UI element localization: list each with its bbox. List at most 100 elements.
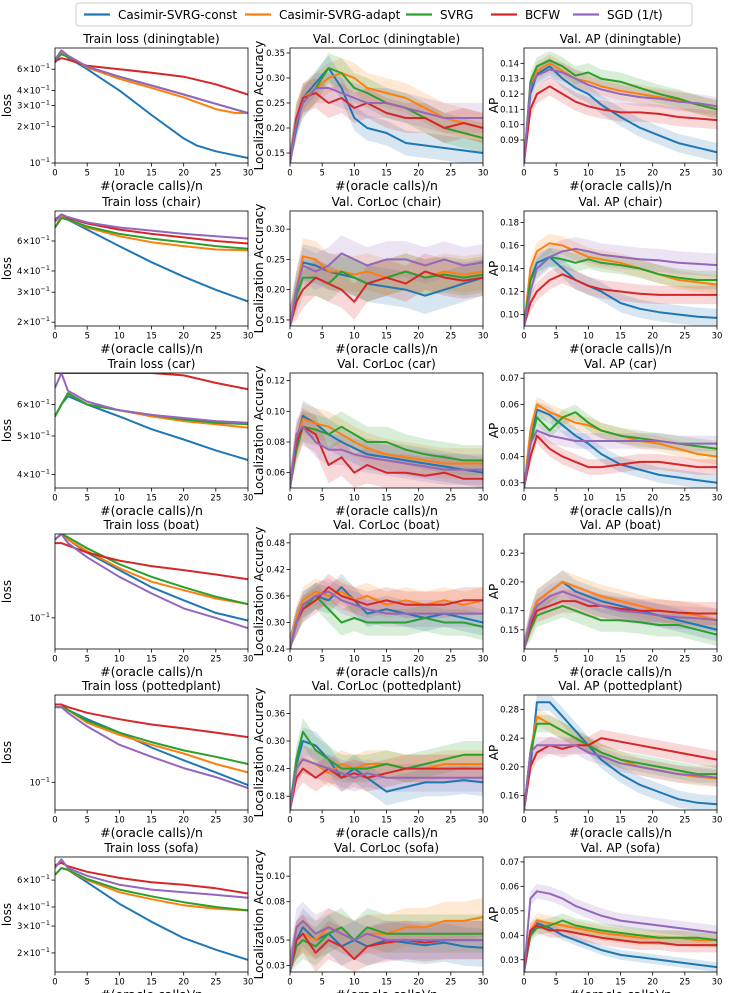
y-tick-label: 0.14 xyxy=(500,59,519,69)
x-tick-label: 5 xyxy=(84,494,89,504)
x-tick-label: 15 xyxy=(146,655,157,665)
series-line xyxy=(524,256,717,326)
x-axis-label: #(oracle calls)/n xyxy=(100,341,203,356)
x-tick-label: 20 xyxy=(647,169,658,179)
chart-title: Val. CorLoc (sofa) xyxy=(334,841,439,855)
x-tick-label: 0 xyxy=(287,494,292,504)
y-tick-label: 0.03 xyxy=(266,962,285,972)
y-tick-label: 0.35 xyxy=(266,49,285,59)
x-tick-label: 30 xyxy=(478,655,489,665)
y-tick-label: 0.10 xyxy=(500,121,519,131)
series-line xyxy=(524,247,717,326)
y-tick-label: 0.03 xyxy=(500,479,519,489)
x-tick-label: 10 xyxy=(349,169,360,179)
y-axis-label: loss xyxy=(0,94,14,117)
x-tick-label: 30 xyxy=(243,494,254,504)
x-tick-label: 30 xyxy=(478,169,489,179)
chart-title: Val. CorLoc (diningtable) xyxy=(313,32,460,46)
x-tick-label: 25 xyxy=(445,169,456,179)
y-axis-label: Localization Accuracy xyxy=(252,366,266,496)
x-tick-label: 0 xyxy=(287,655,292,665)
x-tick-label: 15 xyxy=(146,978,157,988)
y-tick-label: 0.12 xyxy=(500,90,519,100)
x-tick-label: 10 xyxy=(114,494,125,504)
plot-area xyxy=(524,234,717,326)
y-tick-label: 0.07 xyxy=(500,374,519,384)
legend-item: SVRG xyxy=(406,8,473,22)
x-tick-label: 30 xyxy=(712,978,723,988)
x-tick-label: 20 xyxy=(178,655,189,665)
x-tick-label: 15 xyxy=(381,169,392,179)
x-tick-label: 10 xyxy=(583,494,594,504)
series-line xyxy=(290,590,483,649)
error-band xyxy=(524,265,717,326)
series-line xyxy=(55,534,248,630)
legend-item: Casimir-SVRG-adapt xyxy=(245,8,401,22)
x-tick-label: 0 xyxy=(521,169,526,179)
x-tick-label: 10 xyxy=(349,494,360,504)
series-line xyxy=(524,65,717,163)
series-line xyxy=(524,62,717,163)
x-tick-label: 20 xyxy=(178,978,189,988)
x-tick-label: 0 xyxy=(521,494,526,504)
x-axis-label: #(oracle calls)/n xyxy=(335,503,438,518)
series-line xyxy=(290,926,483,972)
x-axis-label: #(oracle calls)/n xyxy=(335,178,438,193)
chart-panel: 0 5 10 15 20 25 30 0.15 0.20 0.25 0.30 Val. CorLoc … xyxy=(252,195,488,356)
y-tick-label: 0.05 xyxy=(500,907,519,917)
x-tick-label: 5 xyxy=(84,655,89,665)
x-tick-label: 5 xyxy=(553,494,558,504)
error-band xyxy=(524,883,717,972)
y-tick-label: 10−1 xyxy=(30,775,50,788)
series-line xyxy=(524,604,717,649)
y-tick-label: 0.25 xyxy=(266,255,285,265)
chart-title: Val. AP (boat) xyxy=(580,518,661,532)
x-tick-label: 20 xyxy=(413,494,424,504)
y-tick-label: 0.06 xyxy=(500,400,519,410)
x-tick-label: 5 xyxy=(553,978,558,988)
error-band xyxy=(290,53,483,163)
x-tick-label: 5 xyxy=(553,169,558,179)
error-band xyxy=(524,695,717,810)
y-tick-label: 0.24 xyxy=(500,734,519,744)
chart-panel: 0 5 10 15 20 25 30 0.06 0.08 0.10 0.12 Val. CorLoc … xyxy=(252,357,488,518)
x-tick-label: 20 xyxy=(413,655,424,665)
y-axis-label: AP xyxy=(487,907,501,922)
plot-area xyxy=(524,396,717,488)
chart-panel: 0 5 10 15 20 25 30 0.15 0.20 0.25 0.30 0.35 Val. Cor… xyxy=(252,32,488,193)
x-tick-label: 25 xyxy=(445,655,456,665)
plot-area xyxy=(524,51,717,163)
x-axis-label: #(oracle calls)/n xyxy=(335,987,438,993)
plot-area xyxy=(55,858,248,961)
series-line xyxy=(55,542,248,581)
x-axis-label: #(oracle calls)/n xyxy=(335,341,438,356)
series-line xyxy=(290,270,483,326)
series-line xyxy=(290,92,483,163)
x-tick-label: 5 xyxy=(319,816,324,826)
x-tick-label: 10 xyxy=(583,169,594,179)
y-tick-label: 0.12 xyxy=(500,288,519,298)
error-band xyxy=(290,897,483,972)
plot-area xyxy=(290,718,483,810)
error-band xyxy=(290,403,483,488)
y-tick-label: 0.05 xyxy=(500,427,519,437)
x-tick-label: 0 xyxy=(287,978,292,988)
x-tick-label: 15 xyxy=(381,494,392,504)
x-tick-label: 30 xyxy=(712,494,723,504)
series-line xyxy=(524,919,717,972)
chart-title: Val. CorLoc (pottedplant) xyxy=(312,679,462,693)
chart-panel: 0 5 10 15 20 25 30 0.15 0.17 0.20 0.23 Val. AP (boa… xyxy=(487,518,722,679)
series-line xyxy=(55,706,248,789)
x-tick-label: 5 xyxy=(84,816,89,826)
chart-panel: 0 5 10 15 20 25 30 0.10 0.12 0.14 0.16 0.18 Val. AP … xyxy=(487,195,722,356)
x-axis-label: #(oracle calls)/n xyxy=(100,825,203,840)
y-tick-label: 0.08 xyxy=(266,438,285,448)
x-tick-label: 25 xyxy=(679,169,690,179)
x-tick-label: 15 xyxy=(615,169,626,179)
y-tick-label: 3×10−1 xyxy=(17,919,50,932)
x-axis-label: #(oracle calls)/n xyxy=(569,825,672,840)
x-tick-label: 25 xyxy=(210,494,221,504)
y-tick-label: 0.20 xyxy=(266,124,285,134)
error-band xyxy=(524,918,717,972)
x-tick-label: 10 xyxy=(349,332,360,342)
